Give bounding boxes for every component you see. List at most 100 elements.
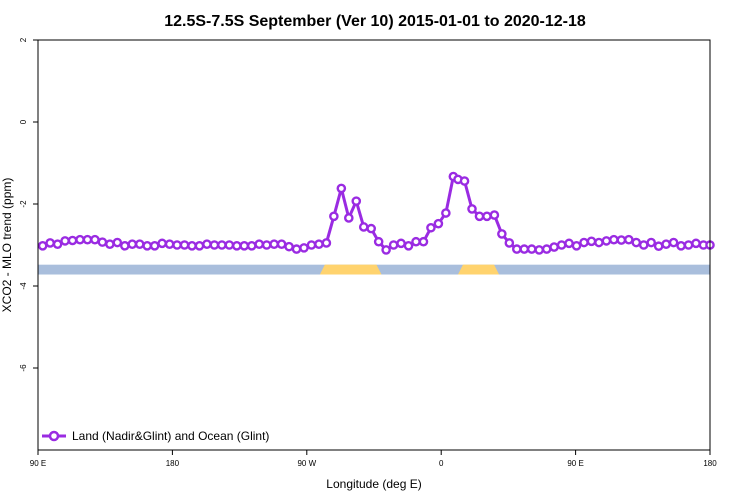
data-point [90, 234, 100, 245]
data-point [142, 241, 152, 251]
data-point [474, 211, 485, 222]
legend: Land (Nadir&Glint) and Ocean (Glint) [42, 429, 269, 443]
data-point [291, 244, 302, 254]
data-point [396, 238, 406, 249]
data-point [105, 239, 115, 249]
x-tick-label-1: 180 [166, 459, 180, 468]
data-point [549, 242, 559, 252]
data-point [127, 239, 138, 249]
data-point [638, 240, 649, 250]
data-point [504, 238, 515, 248]
data-point [60, 236, 70, 246]
data-point [45, 238, 55, 248]
data-point [67, 235, 78, 246]
data-point [594, 237, 604, 248]
data-point [202, 239, 212, 249]
data-point [239, 241, 250, 251]
data-point [52, 239, 63, 249]
data-point [418, 236, 429, 247]
data-point [441, 208, 451, 218]
data-point [497, 229, 507, 239]
data-point [343, 213, 354, 223]
x-axis-label: Longitude (deg E) [326, 477, 421, 491]
data-point [512, 244, 522, 254]
data-point [112, 237, 123, 248]
data-point [411, 236, 421, 247]
data-point [403, 241, 414, 251]
data-point [467, 204, 477, 214]
data-point [261, 240, 272, 250]
data-point [426, 222, 436, 233]
data-point [526, 244, 537, 254]
data-point [631, 237, 642, 248]
data-point [683, 240, 694, 250]
legend-label: Land (Nadir&Glint) and Ocean (Glint) [72, 429, 269, 443]
x-tick-label-2: 90 W [297, 459, 316, 468]
data-point [624, 234, 634, 245]
data-point [433, 218, 444, 229]
data-point [646, 237, 657, 248]
data-point [489, 210, 500, 220]
data-point [37, 241, 48, 251]
y-tick-label-1: 0 [19, 119, 28, 124]
data-point [75, 234, 85, 245]
data-point [164, 239, 175, 249]
data-point [609, 234, 619, 245]
x-tick-label-3: 0 [439, 459, 444, 468]
data-point [676, 241, 686, 251]
data-point [564, 238, 574, 249]
land-ocean-bar [38, 264, 710, 275]
legend-marker-swatch [48, 430, 60, 442]
plot-frame [37, 39, 711, 451]
data-point [179, 240, 190, 250]
data-point [246, 241, 257, 251]
x-tick-label-0: 90 E [30, 459, 46, 468]
data-point [276, 239, 287, 249]
y-axis-label: XCO2 - MLO trend (ppm) [0, 178, 14, 313]
data-point [254, 239, 265, 249]
data-point [601, 236, 612, 246]
data-point [616, 235, 627, 245]
data-point [653, 241, 664, 252]
y-tick-label-3: -4 [19, 282, 28, 290]
data-point [149, 241, 160, 251]
data-point [321, 238, 332, 248]
y-tick-label-2: -2 [19, 200, 28, 208]
data-point [120, 241, 130, 251]
data-point [82, 234, 93, 245]
data-point [217, 240, 227, 250]
chart-title: 12.5S-7.5S September (Ver 10) 2015-01-01… [164, 13, 586, 30]
data-point [459, 176, 470, 186]
data-point [388, 240, 399, 250]
data-point [187, 241, 197, 251]
data-point [586, 236, 597, 247]
data-point [541, 244, 552, 254]
data-point [97, 237, 108, 247]
data-point [482, 211, 492, 222]
data-point [571, 241, 582, 251]
data-point [534, 245, 545, 255]
data-point [336, 183, 347, 194]
data-point [556, 240, 567, 250]
data-point [668, 237, 679, 248]
y-tick-label-0: 2 [19, 37, 28, 42]
axes: 90 E 180 90 W 0 90 E 180 2 0 -2 -4 -6 [19, 37, 717, 468]
data-point [314, 239, 324, 249]
data-point [231, 241, 242, 251]
data-point [329, 211, 339, 222]
data-point [299, 243, 309, 253]
data-point [691, 238, 701, 249]
x-tick-label-4: 90 E [567, 459, 583, 468]
data-point [358, 222, 369, 232]
x-tick-label-5: 180 [703, 459, 717, 468]
data-point [209, 240, 220, 250]
series-group [37, 171, 715, 255]
data-point [269, 239, 279, 249]
data-point [284, 241, 294, 252]
land-segment-1 [458, 264, 500, 275]
data-point [661, 239, 671, 249]
data-point [366, 223, 377, 234]
data-point [224, 240, 235, 250]
data-point [134, 239, 145, 249]
